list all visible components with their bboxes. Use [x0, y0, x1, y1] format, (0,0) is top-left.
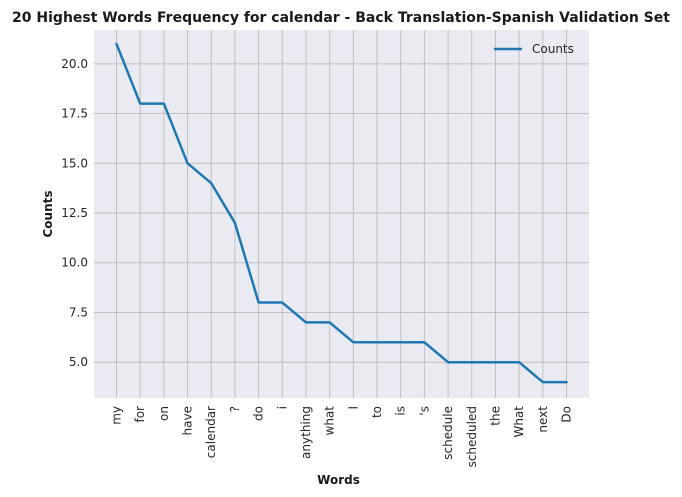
y-tick-label: 20.0 — [61, 57, 88, 71]
y-tick-label: 15.0 — [61, 156, 88, 170]
x-tick-label: have — [181, 406, 195, 435]
x-tick-label: What — [512, 406, 526, 438]
series-layer — [115, 42, 568, 384]
x-tick-label: anything — [299, 406, 313, 459]
x-tick-label: scheduled — [465, 406, 479, 467]
x-tick-label: do — [252, 406, 266, 421]
y-tick-label: 10.0 — [61, 256, 88, 270]
x-tick-label: i — [275, 406, 289, 409]
legend: Counts — [494, 42, 574, 56]
y-tick-label: 17.5 — [61, 107, 88, 121]
x-tick-label: what — [323, 406, 337, 436]
y-tick-label: 5.0 — [69, 355, 88, 369]
x-tick-label: next — [536, 406, 550, 433]
y-tick-label: 7.5 — [69, 305, 88, 319]
x-tick-label: the — [488, 406, 502, 426]
x-tick-label: I — [346, 406, 360, 410]
x-tick-label: to — [370, 406, 384, 418]
x-tick-label: ? — [228, 406, 242, 412]
legend-label-counts: Counts — [532, 42, 574, 56]
x-tick-label: on — [157, 406, 171, 421]
x-tick-label: Do — [560, 406, 574, 423]
plot-area — [94, 30, 589, 398]
x-axis-label: Words — [317, 473, 360, 487]
x-tick-label: is — [394, 406, 408, 416]
x-tick-label: schedule — [441, 406, 455, 460]
x-tick-label: for — [133, 406, 147, 423]
x-tick-label: calendar — [204, 406, 218, 458]
x-tick-label: 's — [417, 406, 431, 416]
series-line-counts — [115, 42, 568, 384]
y-tick-label: 12.5 — [61, 206, 88, 220]
chart-title: 20 Highest Words Frequency for calendar … — [12, 10, 670, 26]
x-tick-label: my — [110, 406, 124, 425]
y-axis-label: Counts — [41, 190, 55, 237]
y-tick-labels: 5.0 7.5 10.0 12.5 15.0 17.5 20.0 — [61, 57, 88, 369]
grid — [94, 30, 589, 398]
